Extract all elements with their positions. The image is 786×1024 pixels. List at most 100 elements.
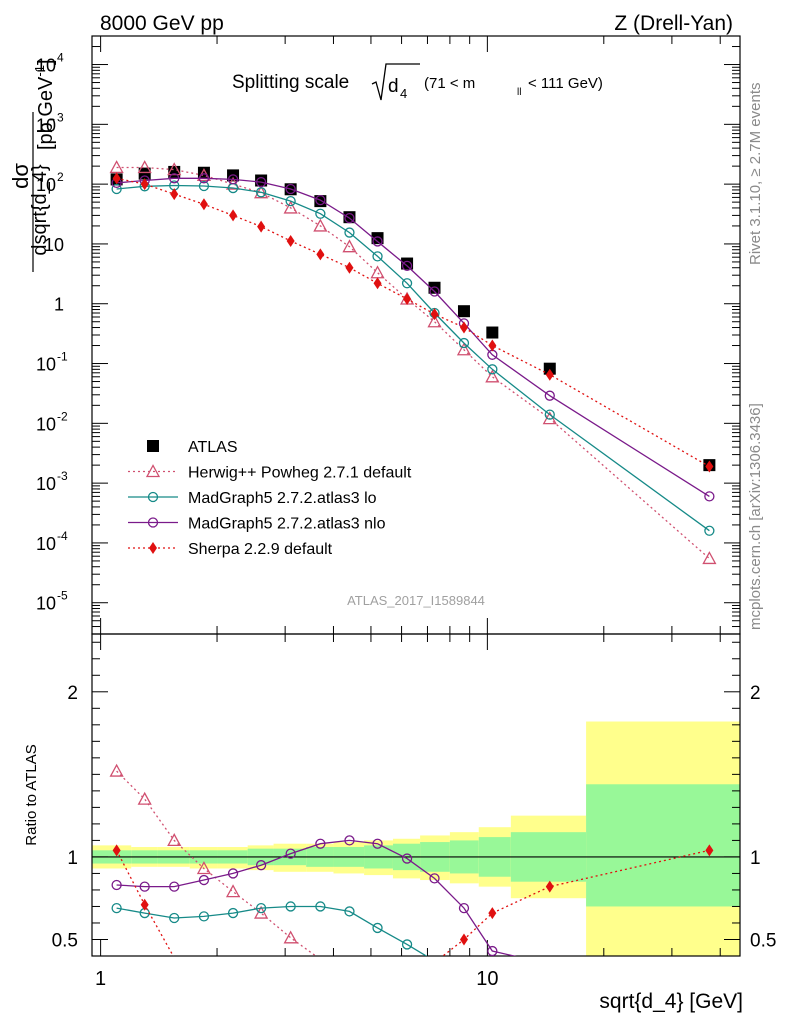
data-point-herwig	[342, 239, 357, 253]
ratio-point-mg-lo	[227, 907, 239, 919]
y-label-denominator: dsqrt{d_4}	[29, 164, 51, 256]
data-point-mg-lo	[487, 364, 498, 375]
ratio-y-label: Ratio to ATLAS	[23, 744, 40, 845]
ratio-y-tick-label-right: 2	[750, 683, 761, 704]
data-point-mg-nlo	[315, 194, 326, 206]
y-tick-exponent: 2	[57, 170, 64, 184]
data-point-herwig	[137, 160, 152, 174]
x-tick-label: 10	[476, 968, 498, 990]
series-line-herwig	[116, 166, 710, 559]
y-tick-exponent: -4	[57, 529, 68, 543]
data-point-sherpa	[373, 277, 382, 290]
data-point-mg-nlo	[285, 183, 296, 195]
title-range-sub: ll	[517, 87, 521, 98]
title-symbol: d	[388, 76, 399, 97]
y-label-numerator: dσ	[8, 163, 33, 189]
legend-marker-atlas	[147, 440, 159, 452]
data-point-sherpa	[257, 220, 266, 233]
legend-marker-herwig	[145, 464, 161, 478]
ratio-y-tick-label: 2	[67, 683, 78, 704]
y-label-unit-close: ]	[35, 59, 57, 65]
series-line-sherpa	[116, 177, 710, 468]
data-point-mg-lo	[344, 227, 355, 238]
ratio-point-mg-nlo	[372, 838, 383, 849]
y-axis-label: dσ	[8, 163, 33, 189]
y-tick-label: 10	[36, 355, 56, 375]
data-point-sherpa	[545, 368, 554, 381]
legend-marker-sherpa	[149, 542, 157, 554]
y-tick-exponent: -2	[57, 409, 68, 423]
data-point-atlas	[428, 281, 441, 294]
main-series-layer	[109, 160, 717, 565]
title-range-pre: (71 < m	[424, 75, 475, 92]
data-point-herwig	[283, 200, 298, 214]
ratio-point-mg-nlo	[487, 945, 498, 956]
y-tick-exponent: -3	[57, 469, 68, 483]
ratio-point-mg-nlo	[169, 881, 180, 892]
data-point-herwig	[456, 342, 472, 356]
ratio-point-herwig	[109, 763, 124, 777]
data-point-mg-lo	[255, 187, 267, 198]
y-label-unit-group: [pb,GeV-1]	[32, 59, 57, 150]
data-point-mg-lo	[458, 337, 470, 349]
ratio-point-herwig	[254, 905, 269, 919]
data-point-sherpa	[403, 292, 412, 305]
data-point-atlas	[401, 257, 414, 270]
y-tick-label: 10	[36, 534, 56, 554]
y-tick-exponent: 4	[57, 51, 64, 65]
ratio-point-mg-lo	[315, 901, 326, 912]
ratio-uncertainty-bands	[92, 721, 740, 956]
data-point-mg-lo	[544, 409, 555, 420]
data-point-mg-lo	[198, 180, 210, 192]
data-point-mg-nlo	[255, 176, 267, 188]
data-point-mg-lo	[704, 525, 715, 536]
data-point-herwig	[485, 369, 500, 383]
data-point-sherpa	[430, 308, 439, 321]
header-left: 8000 GeV pp	[100, 12, 224, 35]
data-point-mg-nlo	[401, 260, 413, 272]
ratio-point-sherpa	[112, 844, 121, 857]
ratio-point-herwig	[283, 930, 298, 944]
watermark: ATLAS_2017_I1589844	[347, 593, 485, 608]
series-line-mg-lo	[116, 184, 710, 532]
data-point-sherpa	[459, 321, 468, 334]
data-point-herwig	[225, 176, 241, 190]
title-subscript: 4	[400, 86, 407, 101]
legend-marker-mg-nlo	[147, 517, 159, 528]
ratio-y-tick-label: 0.5	[52, 930, 78, 951]
y-tick-label: 10	[36, 474, 56, 494]
y-label-denominator-group: dsqrt{d_4}	[29, 164, 51, 256]
data-point-sherpa	[286, 234, 295, 247]
ratio-series-layer	[109, 763, 714, 956]
data-point-mg-lo	[401, 278, 413, 289]
data-point-sherpa	[199, 198, 208, 211]
ratio-point-mg-nlo	[429, 873, 440, 884]
sqrt-symbol	[371, 63, 420, 101]
ratio-point-mg-nlo	[227, 868, 239, 879]
ratio-point-herwig	[137, 791, 152, 805]
ratio-point-mg-nlo	[255, 860, 267, 871]
data-point-sherpa	[140, 178, 149, 191]
data-point-mg-nlo	[429, 286, 440, 297]
ratio-line-sherpa	[116, 849, 710, 956]
data-point-mg-lo	[285, 195, 296, 207]
legend: ATLAS Herwig++ Powheg 2.7.1 default MadGra…	[128, 439, 412, 558]
data-point-sherpa	[345, 261, 354, 274]
title-range-post: < 111 GeV)	[528, 75, 603, 92]
legend-label-herwig: Herwig++ Powheg 2.7.1 default	[188, 465, 412, 482]
data-point-mg-nlo	[227, 174, 239, 185]
mcplots-label: mcplots.cern.ch [arXiv:1306.3436]	[747, 403, 764, 630]
ratio-point-mg-nlo	[111, 879, 122, 891]
data-point-herwig	[427, 314, 442, 328]
ratio-point-sherpa	[545, 880, 554, 893]
ratio-line-mg-lo	[116, 905, 428, 956]
ratio-y-tick-label-right: 0.5	[750, 930, 776, 951]
ratio-point-mg-nlo	[285, 848, 296, 859]
data-point-sherpa	[170, 188, 179, 201]
ratio-point-mg-lo	[344, 906, 355, 917]
data-point-sherpa	[229, 209, 238, 222]
data-point-sherpa	[705, 460, 714, 473]
ratio-y-tick-label-right: 1	[750, 848, 761, 869]
